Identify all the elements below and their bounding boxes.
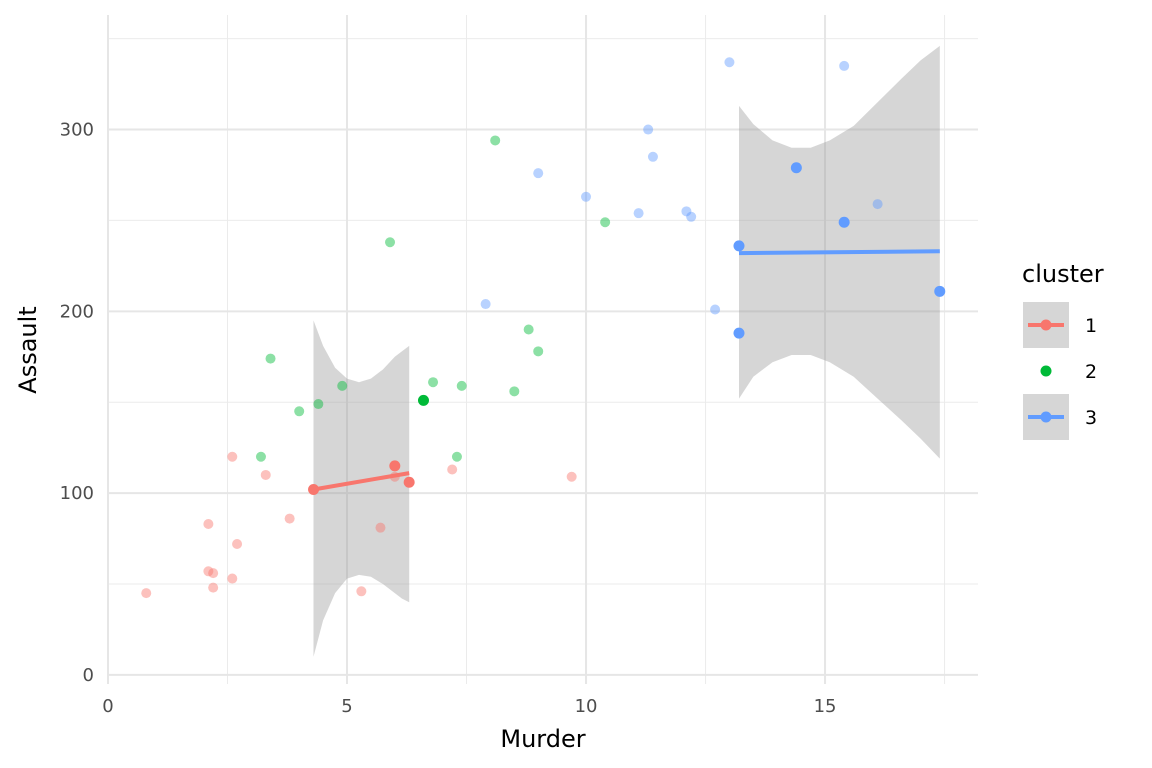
confidence-band-cluster-1	[313, 320, 410, 657]
data-point-cluster-1	[227, 573, 238, 584]
data-point-cluster-3	[480, 299, 491, 310]
data-point-cluster-3	[581, 191, 592, 202]
data-point-cluster-2	[451, 451, 462, 462]
highlighted-point-cluster-3	[934, 285, 946, 297]
trend-lines	[313, 249, 940, 492]
legend-key-point	[1040, 365, 1052, 377]
data-point-cluster-2	[456, 380, 467, 391]
highlighted-point-cluster-1	[403, 476, 415, 488]
highlighted-point-cluster-3	[790, 162, 802, 174]
data-point-cluster-1	[284, 513, 295, 524]
data-point-cluster-3	[533, 168, 544, 179]
x-tick-label: 5	[341, 696, 352, 717]
data-point-cluster-3	[681, 206, 692, 217]
data-point-cluster-1	[141, 588, 152, 599]
legend: cluster 1 2 3	[1022, 260, 1104, 440]
highlighted-point-cluster-3	[733, 240, 745, 252]
data-point-cluster-2	[523, 324, 534, 335]
data-point-cluster-2	[255, 451, 266, 462]
data-point-cluster-1	[566, 471, 577, 482]
data-point-cluster-1	[208, 568, 219, 579]
highlighted-point-cluster-1	[389, 460, 401, 472]
data-point-cluster-3	[633, 208, 644, 219]
data-point-cluster-1	[208, 582, 219, 593]
data-point-cluster-1	[447, 464, 458, 475]
trend-line-cluster-1	[313, 471, 410, 492]
x-tick-label: 10	[575, 696, 598, 717]
data-point-cluster-3	[724, 57, 735, 68]
legend-label: 3	[1085, 407, 1097, 429]
data-point-cluster-1	[227, 451, 238, 462]
data-point-cluster-2	[294, 406, 305, 417]
data-point-cluster-2	[490, 135, 501, 146]
data-point-cluster-2	[337, 380, 348, 391]
data-point-cluster-2	[533, 346, 544, 357]
y-tick-label: 0	[83, 665, 94, 686]
axes: 0 5 10 15 0 100 200 300	[60, 120, 837, 717]
data-point-cluster-1	[356, 586, 367, 597]
legend-key-point	[1040, 319, 1052, 331]
y-axis-title: Assault	[14, 306, 42, 393]
x-tick-label: 15	[814, 696, 837, 717]
data-point-cluster-3	[643, 124, 654, 135]
legend-item-1: 1	[1023, 302, 1097, 348]
y-tick-label: 100	[60, 483, 94, 504]
legend-key-point	[1040, 411, 1052, 423]
trend-line-cluster-3	[738, 249, 940, 256]
y-tick-label: 300	[60, 120, 94, 141]
legend-item-3: 3	[1023, 394, 1097, 440]
data-point-cluster-3	[647, 151, 658, 162]
legend-item-2: 2	[1040, 361, 1097, 383]
data-point-cluster-2	[600, 217, 611, 228]
data-point-cluster-2	[313, 399, 324, 410]
legend-label: 2	[1085, 361, 1097, 383]
data-point-cluster-3	[686, 211, 697, 222]
x-tick-label: 0	[102, 696, 113, 717]
data-point-cluster-3	[839, 60, 850, 71]
highlighted-point-cluster-2	[417, 394, 429, 406]
confidence-bands	[313, 45, 940, 657]
data-point-cluster-1	[232, 539, 243, 550]
highlighted-point-cluster-3	[838, 216, 850, 228]
data-point-cluster-2	[509, 386, 520, 397]
legend-label: 1	[1085, 315, 1097, 337]
y-tick-label: 200	[60, 301, 94, 322]
data-point-cluster-1	[203, 519, 214, 530]
highlighted-point-cluster-3	[733, 327, 745, 339]
data-point-cluster-3	[872, 199, 883, 210]
data-point-cluster-1	[203, 566, 214, 577]
data-point-cluster-2	[385, 237, 396, 248]
grid	[107, 15, 978, 684]
data-point-cluster-2	[428, 377, 439, 388]
data-points	[141, 57, 946, 599]
x-axis-title: Murder	[500, 725, 585, 753]
legend-title: cluster	[1022, 260, 1104, 288]
data-point-cluster-2	[265, 353, 276, 364]
data-point-cluster-3	[710, 304, 721, 315]
data-point-cluster-1	[375, 522, 386, 533]
data-point-cluster-1	[260, 469, 271, 480]
